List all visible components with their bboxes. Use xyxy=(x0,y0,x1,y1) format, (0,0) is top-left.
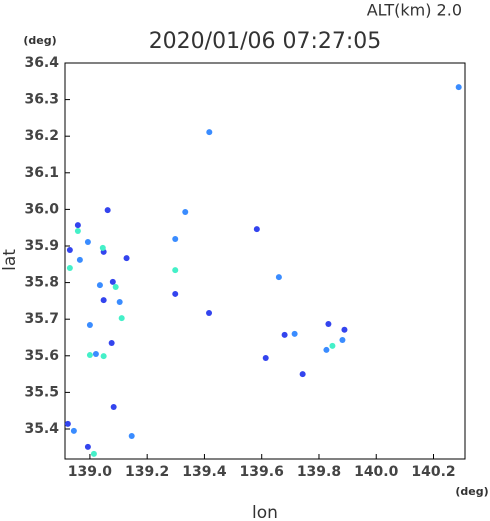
y-tick-label: 35.4 xyxy=(24,421,59,437)
y-tick-label: 35.6 xyxy=(24,348,59,364)
x-unit: (deg) xyxy=(455,485,488,498)
y-unit: (deg) xyxy=(23,34,56,47)
echo-point xyxy=(323,346,330,353)
y-tick-label: 36.4 xyxy=(24,55,59,71)
plot-frame xyxy=(64,62,466,460)
echo-point xyxy=(172,290,179,297)
y-tick-label: 35.5 xyxy=(24,384,59,400)
echo-point xyxy=(112,283,119,290)
echo-point xyxy=(262,354,269,361)
echo-point xyxy=(206,309,213,316)
echo-point xyxy=(74,222,81,229)
echo-point xyxy=(172,236,179,243)
echo-point xyxy=(86,352,93,359)
echo-point xyxy=(100,297,107,304)
echo-point xyxy=(206,129,213,136)
echo-point xyxy=(66,247,73,254)
echo-point xyxy=(90,450,97,457)
echo-point xyxy=(109,278,116,285)
y-tick-label: 36.2 xyxy=(24,128,59,144)
echo-point xyxy=(299,371,306,378)
echo-point xyxy=(253,226,260,233)
y-tick-label: 35.9 xyxy=(24,238,59,254)
echo-point xyxy=(92,350,99,357)
x-axis-label: lon xyxy=(252,503,278,521)
echo-point xyxy=(70,427,77,434)
echo-point xyxy=(64,420,71,427)
echo-point xyxy=(116,298,123,305)
y-tick-label: 35.7 xyxy=(24,311,59,327)
x-tick-label: 140.0 xyxy=(354,464,399,480)
echo-point xyxy=(172,267,179,274)
y-tick-label: 36.3 xyxy=(24,92,59,108)
echo-point xyxy=(74,227,81,234)
echo-point xyxy=(96,282,103,289)
echo-point xyxy=(281,331,288,338)
echo-point xyxy=(339,337,346,344)
y-tick-label: 35.8 xyxy=(24,275,59,291)
echo-point xyxy=(110,404,117,411)
y-tick-label: 36.1 xyxy=(24,165,59,181)
echo-point xyxy=(66,264,73,271)
x-tick-label: 139.4 xyxy=(182,464,227,480)
echo-point xyxy=(455,84,462,91)
echo-point xyxy=(291,330,298,337)
x-tick-label: 139.6 xyxy=(240,464,284,480)
x-tick-label: 140.2 xyxy=(411,464,455,480)
y-tick-label: 36.0 xyxy=(24,201,59,217)
echo-point xyxy=(118,315,125,322)
echo-point xyxy=(123,255,130,262)
echo-point xyxy=(84,238,91,245)
echo-point xyxy=(100,353,107,360)
x-tick-label: 139.2 xyxy=(125,464,169,480)
echo-point xyxy=(329,342,336,349)
y-axis-label: lat xyxy=(0,249,20,271)
echo-point xyxy=(84,443,91,450)
echo-point xyxy=(275,274,282,281)
altitude-label: ALT(km) 2.0 xyxy=(367,1,462,20)
echo-point xyxy=(86,322,93,329)
echo-point xyxy=(104,207,111,214)
echo-point xyxy=(99,244,106,251)
echo-point xyxy=(341,326,348,333)
echo-point xyxy=(325,320,332,327)
echo-point xyxy=(76,256,83,263)
echo-point xyxy=(128,432,135,439)
echo-point xyxy=(182,208,189,215)
echo-point xyxy=(108,339,115,346)
x-tick-label: 139.0 xyxy=(68,464,113,480)
x-tick-label: 139.8 xyxy=(297,464,341,480)
chart-title: 2020/01/06 07:27:05 xyxy=(149,29,382,54)
